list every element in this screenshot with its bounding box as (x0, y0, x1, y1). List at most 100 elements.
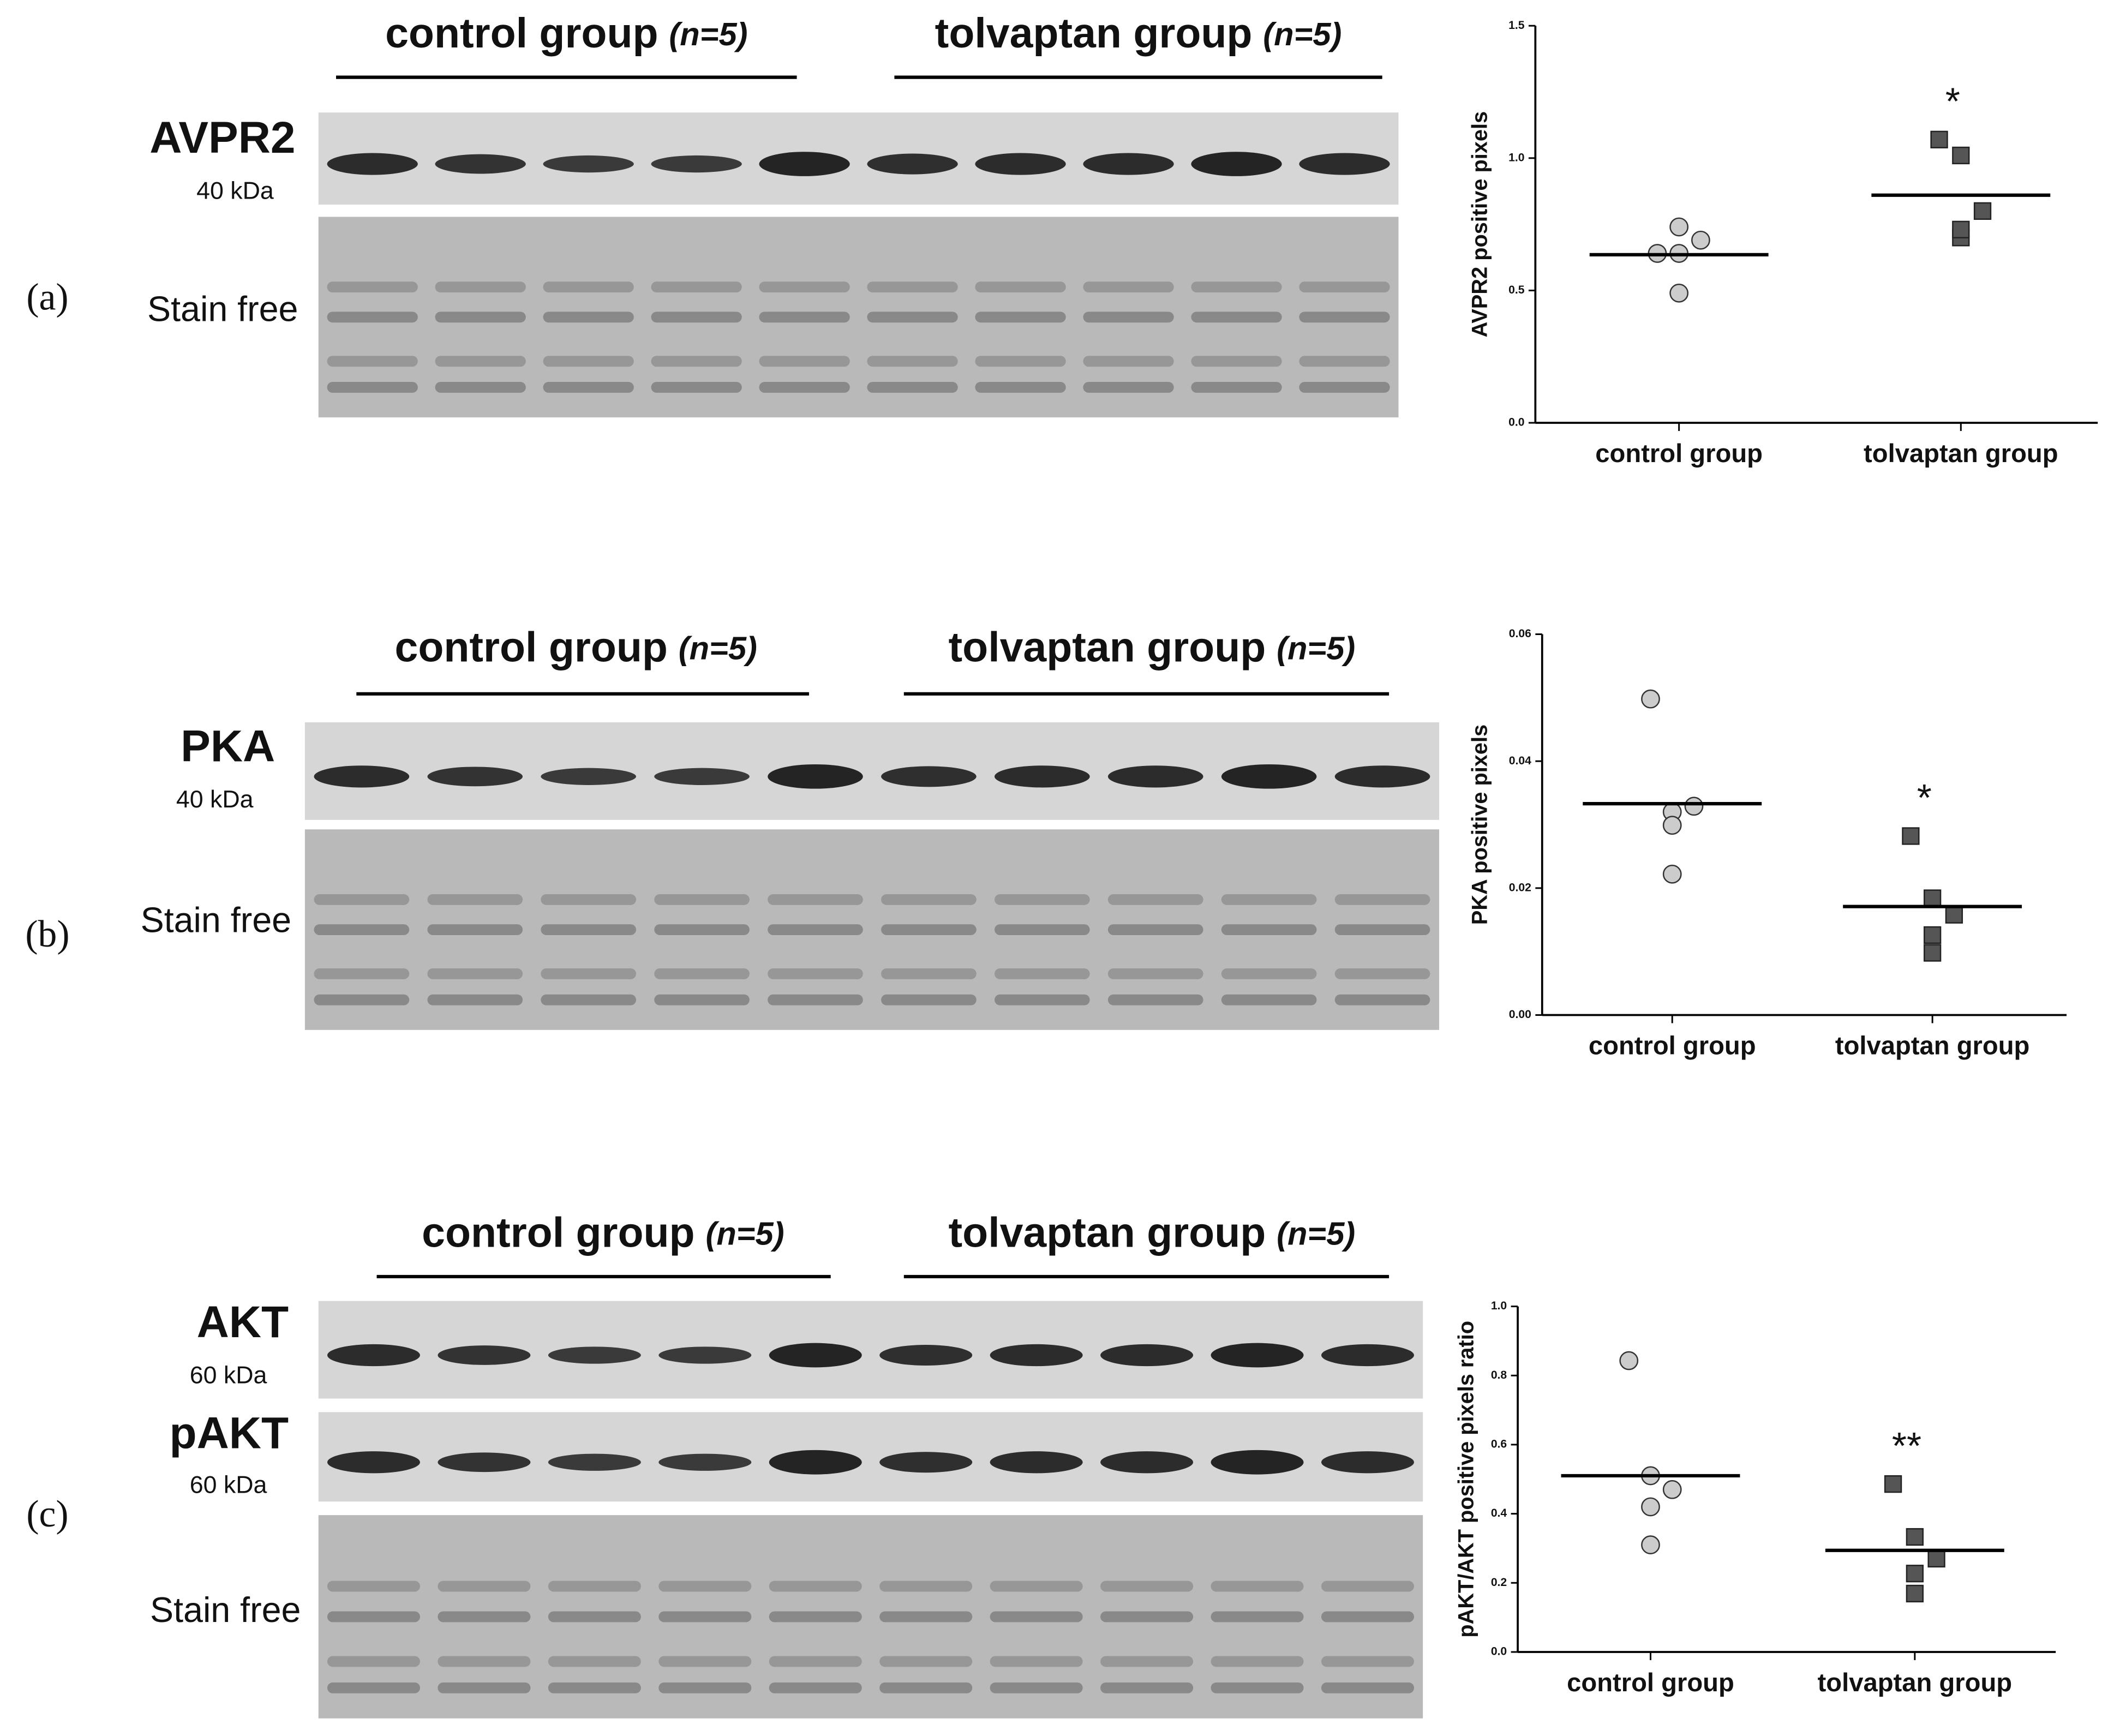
blot-band (975, 356, 1066, 367)
data-point (1906, 1528, 1924, 1546)
blot-band (769, 1656, 862, 1667)
blot-band (1334, 924, 1430, 935)
blot-band (654, 968, 750, 979)
blot-band (768, 994, 863, 1005)
blot-band (990, 1344, 1083, 1367)
data-point (1906, 1584, 1924, 1603)
blot-band (327, 1682, 420, 1693)
data-point (1641, 1535, 1660, 1555)
blot-band (994, 994, 1090, 1005)
blot-band (769, 1682, 862, 1693)
blot-band (759, 381, 850, 393)
blot-band (867, 356, 958, 367)
blot-band (1211, 1450, 1304, 1475)
blot-band (1334, 968, 1430, 979)
data-point (1669, 217, 1689, 237)
data-point (1619, 1351, 1639, 1370)
blot-band (879, 1452, 973, 1473)
x-tick-label: control group (1589, 1032, 1756, 1061)
blot-band (651, 282, 742, 293)
blot-band (881, 766, 977, 787)
blot-band (879, 1581, 973, 1592)
group-label: tolvaptan group (n=5) (935, 10, 1342, 57)
group-name: tolvaptan group (949, 1210, 1266, 1256)
blot-band (327, 282, 418, 293)
blot-band (1191, 152, 1282, 176)
blot-band (975, 153, 1066, 175)
blot-band (438, 1452, 531, 1472)
blot-band (327, 1611, 420, 1623)
blot-band (1107, 994, 1203, 1005)
y-tick-label: 0.4 (1491, 1507, 1507, 1519)
blot-band (314, 894, 410, 905)
blot-band (1221, 764, 1317, 789)
blot-band (881, 994, 977, 1005)
data-point (1641, 1497, 1660, 1517)
blot-band (1211, 1581, 1304, 1592)
data-point (1973, 202, 1992, 220)
blot-band (1334, 994, 1430, 1005)
blot-band (1100, 1581, 1194, 1592)
blot-label: Stain free (141, 901, 291, 940)
blot-band (541, 768, 636, 785)
blot-label: Stain free (150, 1590, 301, 1630)
blot-band (1211, 1611, 1304, 1623)
blot-band (314, 968, 410, 979)
blot-band (543, 381, 634, 393)
y-axis-label: PKA positive pixels (1468, 725, 1492, 925)
blot-size: 40 kDa (176, 786, 254, 813)
group-name: control group (422, 1210, 694, 1256)
blot-band (658, 1581, 752, 1592)
blot-band (327, 1581, 420, 1592)
group-label: control group (n=5) (394, 624, 757, 671)
blot-band (1299, 312, 1390, 323)
blot-band (1100, 1344, 1194, 1367)
blot-band (658, 1682, 752, 1693)
data-point (1924, 944, 1942, 962)
data-point (1930, 130, 1948, 148)
blot-band (994, 924, 1090, 935)
data-point (1662, 864, 1682, 884)
y-tick-label: 0.6 (1491, 1438, 1507, 1451)
blot-band (990, 1682, 1083, 1693)
blot-band (768, 894, 863, 905)
blot-band (427, 968, 523, 979)
blot-band (658, 1453, 752, 1471)
y-tick-label: 0.04 (1509, 755, 1531, 767)
blot-band (1221, 894, 1317, 905)
blot-band (1211, 1343, 1304, 1368)
blot-band (1083, 356, 1174, 367)
blot-band (1321, 1344, 1414, 1367)
data-point (1902, 827, 1920, 845)
blot-band (1191, 282, 1282, 293)
blot-band (541, 994, 636, 1005)
blot-band (1321, 1682, 1414, 1693)
blot-band (1100, 1682, 1194, 1693)
blot-band (427, 924, 523, 935)
group-n: (n=5) (1263, 16, 1342, 52)
blot-band (658, 1346, 752, 1364)
blot-band (1191, 312, 1282, 323)
blot-band (769, 1343, 862, 1368)
y-tick-label: 0.06 (1509, 627, 1531, 640)
blot-band (548, 1581, 641, 1592)
blot-band (768, 968, 863, 979)
x-tick-label: control group (1567, 1668, 1734, 1697)
blot-band (438, 1611, 531, 1623)
blot-band (881, 924, 977, 935)
significance: ** (1892, 1424, 1921, 1467)
blot-band (541, 894, 636, 905)
blot-band (1083, 153, 1174, 175)
data-point (1662, 1480, 1682, 1499)
blot-band (654, 894, 750, 905)
blot-band (651, 381, 742, 393)
blot-band (1083, 381, 1174, 393)
panel-label: (a) (26, 276, 68, 318)
blot-band (769, 1581, 862, 1592)
blot-label: pAKT (170, 1409, 289, 1458)
blot-band (1107, 968, 1203, 979)
blot-band (435, 282, 526, 293)
blot-band (990, 1611, 1083, 1623)
blot-band (314, 994, 410, 1005)
data-point (1952, 146, 1970, 165)
